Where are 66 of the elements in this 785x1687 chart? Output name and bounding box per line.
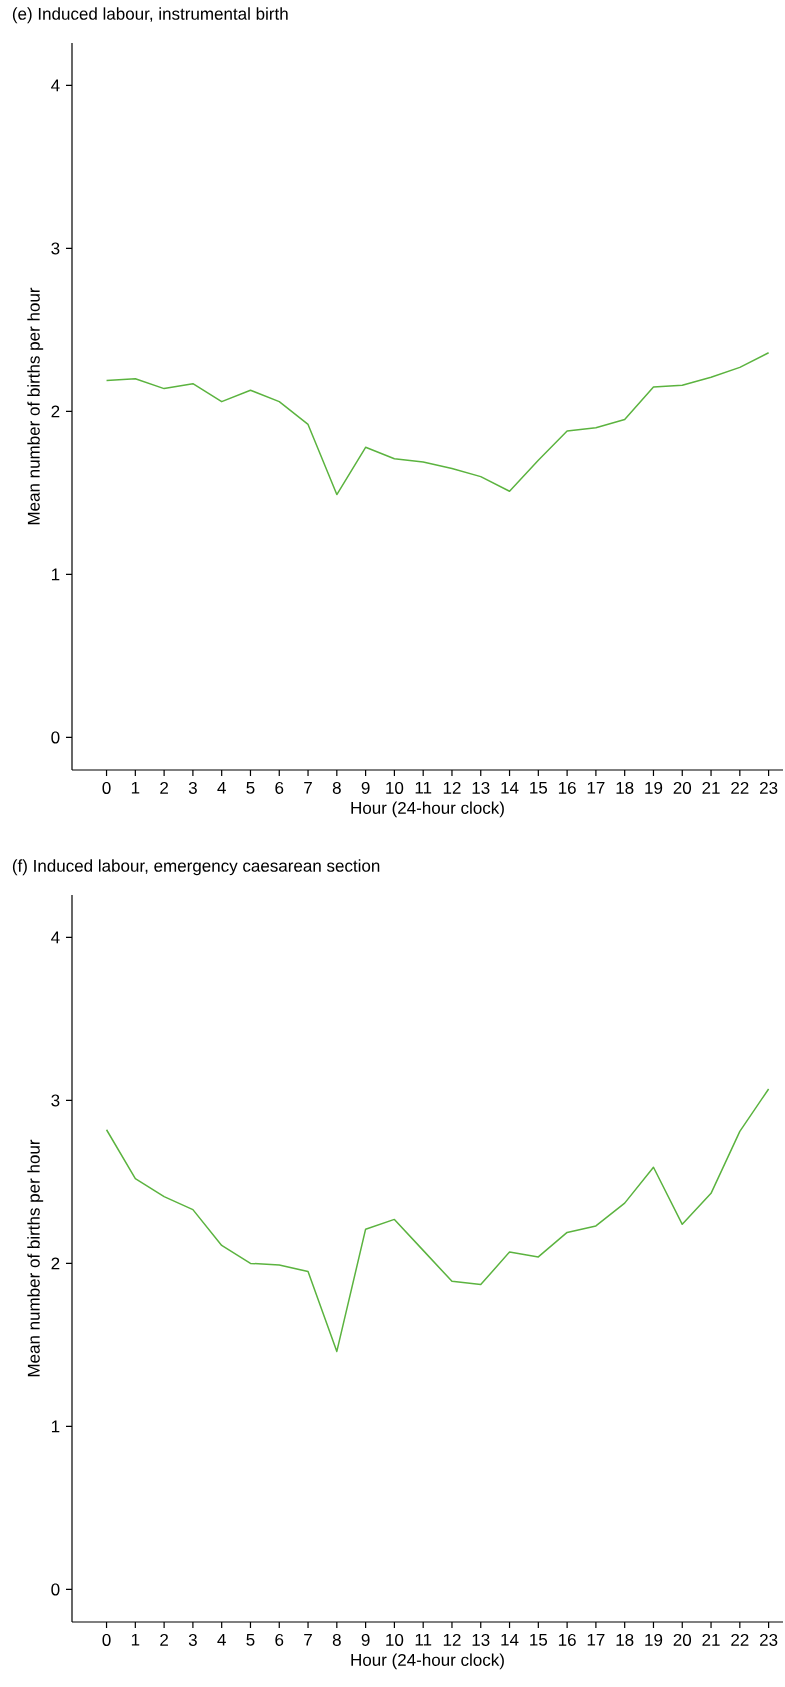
x-tick-label: 6 <box>275 1633 284 1646</box>
x-tick-label: 23 <box>760 781 778 794</box>
x-tick-label: 19 <box>645 781 663 794</box>
y-tick-label: 4 <box>51 79 60 92</box>
x-tick-label: 11 <box>415 781 432 794</box>
y-tick-label: 4 <box>51 931 60 944</box>
x-tick-label: 3 <box>188 781 197 794</box>
x-tick-label: 9 <box>361 781 370 794</box>
x-tick-label: 20 <box>673 1633 692 1646</box>
x-tick-label: 12 <box>443 781 461 794</box>
x-tick-label: 3 <box>188 1633 197 1646</box>
x-tick-label: 16 <box>558 781 576 794</box>
x-tick-label: 0 <box>102 781 111 794</box>
x-tick-label: 7 <box>304 1633 312 1646</box>
y-tick-label: 1 <box>51 568 60 581</box>
x-tick-label: 15 <box>530 1633 548 1646</box>
x-tick-label: 21 <box>702 1633 720 1646</box>
x-tick-label: 12 <box>443 1633 461 1646</box>
x-tick-label: 1 <box>131 1633 140 1646</box>
x-tick-label: 16 <box>558 1633 576 1646</box>
x-tick-label: 18 <box>616 781 634 794</box>
x-tick-label: 14 <box>501 1633 519 1646</box>
x-tick-label: 19 <box>645 1633 663 1646</box>
x-tick-label: 22 <box>731 1633 749 1646</box>
line-series <box>105 351 770 496</box>
y-tick-label: 1 <box>51 1420 60 1433</box>
x-tick-label: 6 <box>275 781 284 794</box>
x-axis-title: Hour (24-hour clock) <box>351 1653 504 1670</box>
y-axis-title: Mean number of births per hour <box>27 1139 44 1377</box>
x-tick-label: 10 <box>386 781 404 794</box>
x-tick-label: 9 <box>361 1633 370 1646</box>
x-tick-label: 23 <box>760 1633 778 1646</box>
y-tick-label: 0 <box>51 731 60 744</box>
y-axis-title: Mean number of births per hour <box>27 287 44 525</box>
x-tick-label: 13 <box>472 1633 490 1646</box>
x-tick-label: 5 <box>246 1633 255 1646</box>
x-tick-label: 2 <box>160 781 168 794</box>
line-series <box>105 1088 770 1353</box>
y-tick-label: 2 <box>51 405 60 418</box>
x-axis-title: Hour (24-hour clock) <box>351 801 504 818</box>
x-tick-label: 0 <box>102 1633 111 1646</box>
x-tick-label: 20 <box>673 781 692 794</box>
x-tick-label: 13 <box>472 781 490 794</box>
x-tick-label: 11 <box>415 1633 432 1646</box>
y-tick-label: 0 <box>51 1583 60 1596</box>
x-tick-label: 8 <box>332 781 341 794</box>
x-tick-label: 17 <box>587 1633 605 1646</box>
x-tick-label: 17 <box>587 781 605 794</box>
y-tick-label: 3 <box>51 1094 60 1107</box>
chart-title: (f) Induced labour, emergency caesarean section <box>12 859 380 876</box>
x-tick-label: 1 <box>131 781 140 794</box>
x-tick-label: 8 <box>332 1633 341 1646</box>
x-tick-label: 15 <box>530 781 548 794</box>
x-tick-label: 21 <box>702 781 720 794</box>
y-tick-label: 3 <box>51 242 60 255</box>
y-tick-label: 2 <box>51 1257 60 1270</box>
x-tick-label: 4 <box>217 781 226 794</box>
chart-title: (e) Induced labour, instrumental birth <box>12 7 288 24</box>
x-tick-label: 4 <box>217 1633 226 1646</box>
x-tick-label: 18 <box>616 1633 634 1646</box>
x-tick-label: 7 <box>304 781 312 794</box>
x-tick-label: 22 <box>731 781 749 794</box>
x-tick-label: 2 <box>160 1633 168 1646</box>
x-tick-label: 14 <box>501 781 519 794</box>
x-tick-label: 10 <box>386 1633 404 1646</box>
x-tick-label: 5 <box>246 781 255 794</box>
